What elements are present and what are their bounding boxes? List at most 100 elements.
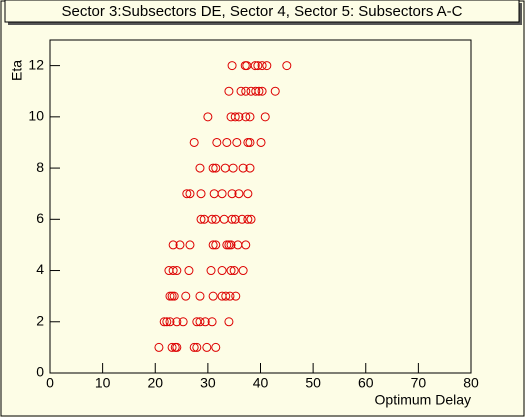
point: [282, 61, 292, 71]
point: [185, 240, 195, 250]
x-tick-label: 70: [411, 375, 427, 391]
point: [243, 189, 253, 199]
point: [196, 189, 206, 199]
point: [159, 317, 169, 327]
point: [232, 137, 242, 147]
point: [250, 61, 260, 71]
point: [181, 291, 191, 301]
point: [222, 240, 232, 250]
point: [238, 266, 248, 276]
point: [208, 163, 218, 173]
point: [182, 189, 192, 199]
point: [227, 214, 237, 224]
point: [211, 240, 221, 250]
point: [245, 112, 255, 122]
point: [217, 266, 227, 276]
point: [207, 317, 217, 327]
point: [253, 61, 263, 71]
point: [195, 317, 205, 327]
x-tick-label: 10: [95, 375, 111, 391]
point: [234, 189, 244, 199]
point: [165, 291, 175, 301]
y-tick-label: 12: [28, 56, 44, 72]
point: [178, 317, 188, 327]
point: [175, 240, 185, 250]
point: [195, 291, 205, 301]
point: [230, 214, 240, 224]
x-tick-label: 30: [200, 375, 216, 391]
point: [207, 214, 217, 224]
point: [211, 342, 221, 352]
point: [241, 86, 251, 96]
point: [227, 61, 237, 71]
point: [241, 112, 251, 122]
point: [237, 214, 247, 224]
point: [262, 61, 272, 71]
point: [189, 137, 199, 147]
point: [184, 266, 194, 276]
point: [154, 342, 164, 352]
point: [243, 214, 253, 224]
point: [185, 189, 195, 199]
point: [211, 163, 221, 173]
point: [234, 112, 244, 122]
point: [221, 291, 231, 301]
point: [228, 163, 238, 173]
point: [167, 342, 177, 352]
plot-frame: [49, 39, 472, 374]
point: [245, 163, 255, 173]
point: [169, 291, 179, 301]
y-tick-label: 0: [36, 364, 44, 380]
point: [172, 317, 182, 327]
point: [208, 291, 218, 301]
point: [165, 317, 175, 327]
point: [224, 86, 234, 96]
y-tick-label: 4: [36, 261, 44, 277]
point: [202, 342, 212, 352]
x-tick-label: 60: [358, 375, 374, 391]
point: [224, 317, 234, 327]
x-tick-label: 20: [147, 375, 163, 391]
point: [162, 317, 172, 327]
x-tick-label: 80: [463, 375, 479, 391]
point: [200, 317, 210, 327]
x-axis-label: Optimum Delay: [375, 392, 471, 408]
x-tick-label: 40: [253, 375, 269, 391]
point: [226, 240, 236, 250]
point: [227, 189, 237, 199]
point: [168, 240, 178, 250]
point: [217, 189, 227, 199]
y-tick-label: 6: [36, 210, 44, 226]
point: [254, 86, 264, 96]
point: [241, 240, 251, 250]
point: [251, 86, 261, 96]
point: [226, 266, 236, 276]
point: [245, 137, 255, 147]
point: [167, 291, 177, 301]
point: [168, 266, 178, 276]
point: [231, 291, 241, 301]
point: [229, 266, 239, 276]
x-tick-label: 50: [305, 375, 321, 391]
point: [236, 86, 246, 96]
point: [246, 214, 256, 224]
x-tick-label: 0: [46, 375, 54, 391]
point: [195, 163, 205, 173]
point: [260, 112, 270, 122]
point: [172, 342, 182, 352]
point: [189, 342, 199, 352]
point: [203, 112, 213, 122]
y-tick-label: 10: [28, 108, 44, 124]
point: [230, 112, 240, 122]
chart-title: Sector 3:Subsectors DE, Sector 4, Sector…: [61, 3, 462, 20]
point: [206, 266, 216, 276]
point: [225, 291, 235, 301]
y-tick-label: 8: [36, 159, 44, 175]
point: [212, 137, 222, 147]
point: [257, 86, 267, 96]
point: [270, 86, 280, 96]
point: [243, 137, 253, 147]
point: [172, 266, 182, 276]
point: [196, 214, 206, 224]
